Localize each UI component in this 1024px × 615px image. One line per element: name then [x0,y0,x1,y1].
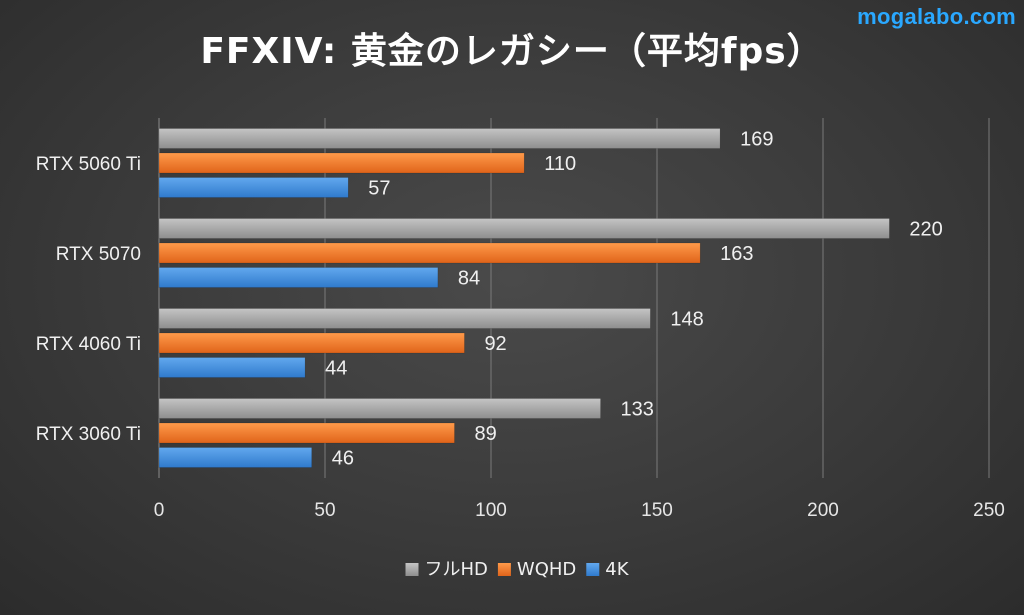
bar [158,332,465,354]
legend-swatch [405,563,419,576]
data-label: 148 [670,309,703,331]
bar [158,218,890,239]
legend-label: 4K [605,559,629,580]
chart-title: FFXIV: 黄金のレガシー（平均fps） [200,31,824,72]
x-tick-label: 250 [973,500,1005,521]
x-tick-label: 100 [475,500,507,521]
legend-swatch [586,563,600,576]
data-label: 89 [474,423,496,445]
legend-label: フルHD [425,559,488,580]
bar [158,447,312,468]
x-tick-label: 50 [314,500,335,521]
bar [158,267,439,288]
legend-swatch [497,563,511,576]
bar [158,152,525,174]
data-label: 220 [909,219,942,241]
bar [158,357,306,378]
bar [158,128,721,149]
data-label: 46 [332,448,354,470]
labels: 0 50 100 150 200 250 169 110 57 RTX 5060 Ti 220 163… [36,129,1005,522]
bar [158,177,349,198]
bars [158,128,890,468]
data-label: 84 [458,268,480,290]
data-label: 92 [484,333,506,355]
category-label: RTX 5060 Ti [36,154,141,175]
bar [158,398,601,419]
x-tick-label: 200 [807,500,839,521]
data-label: 163 [720,243,753,265]
data-label: 133 [621,399,654,421]
legend-label: WQHD [517,559,576,580]
bar [158,242,701,264]
category-label: RTX 5070 [56,244,141,265]
category-label: RTX 4060 Ti [36,334,141,355]
category-label: RTX 3060 Ti [36,424,141,445]
data-label: 44 [325,358,347,380]
bar [158,422,455,444]
data-label: 110 [544,153,576,175]
x-tick-label: 150 [641,500,673,521]
bar [158,308,651,329]
data-label: 169 [740,129,773,151]
legend: フルHD WQHD 4K [405,559,630,580]
x-tick-label: 0 [154,500,165,521]
watermark-logo: mogalabo.com [857,4,1016,29]
data-label: 57 [368,178,390,200]
